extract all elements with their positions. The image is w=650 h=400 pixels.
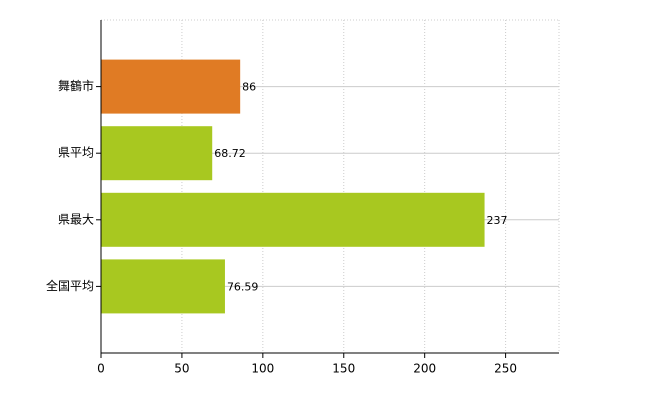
bar: [101, 59, 241, 114]
y-tick-label: 県最大: [58, 212, 94, 226]
data-label: 76.59: [227, 280, 258, 293]
x-tick-label: 150: [332, 362, 355, 376]
data-label: 86: [242, 81, 256, 94]
y-tick-label: 県平均: [58, 146, 94, 160]
bar: [101, 192, 485, 247]
bar: [101, 259, 225, 314]
x-tick-label: 0: [97, 362, 105, 376]
x-tick-label: 50: [174, 362, 189, 376]
data-label: 237: [487, 214, 508, 227]
bar: [101, 126, 213, 181]
x-tick-label: 100: [251, 362, 274, 376]
y-tick-label: 全国平均: [46, 278, 94, 293]
data-label: 68.72: [214, 147, 246, 160]
y-tick-label: 舞鶴市: [58, 78, 94, 93]
x-tick-label: 200: [413, 362, 436, 376]
x-tick-label: 250: [494, 362, 517, 376]
